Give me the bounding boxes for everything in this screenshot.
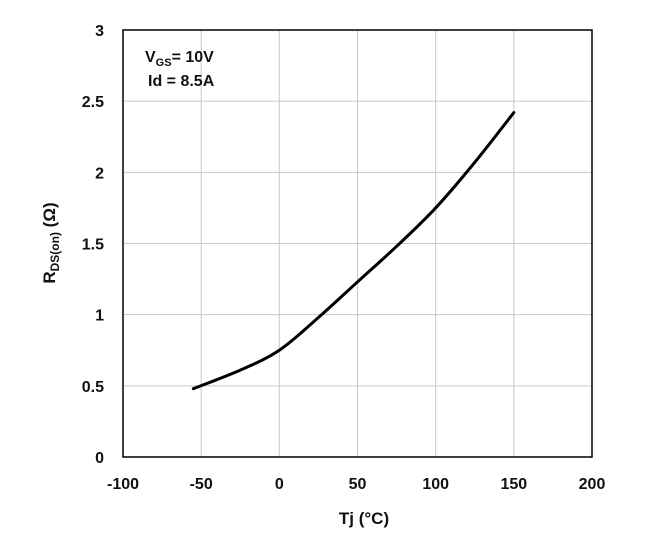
y-tick-label: 1 [95, 308, 104, 325]
y-axis-title-main: R [40, 271, 59, 283]
x-tick-label: 100 [422, 476, 449, 493]
x-tick-label: -50 [190, 476, 213, 493]
series-layer [191, 111, 516, 391]
y-axis-title-unit: (Ω) [40, 202, 59, 232]
annotation-vgs-subscript: GS [156, 57, 172, 69]
y-tick-label: 3 [95, 23, 104, 40]
y-tick-label: 0 [95, 450, 104, 467]
annotation-vgs-value: = 10V [172, 49, 215, 66]
x-tick-label: 200 [579, 476, 606, 493]
x-tick-labels: -100 -50 0 50 100 150 200 [107, 476, 605, 493]
y-tick-label: 1.5 [82, 237, 104, 254]
y-axis-title-subscript: DS(on) [48, 232, 62, 271]
annotation-vgs-main: V [145, 49, 156, 66]
y-tick-label: 2 [95, 165, 104, 182]
y-tick-labels: 0 0.5 1 1.5 2 2.5 3 [82, 23, 104, 467]
x-tick-label: 50 [349, 476, 367, 493]
x-axis-title: Tj (°C) [339, 509, 389, 528]
y-tick-label: 0.5 [82, 379, 104, 396]
x-tick-label: 0 [275, 476, 284, 493]
y-axis-title: RDS(on) (Ω) [40, 202, 62, 283]
plot-area-frame [122, 29, 593, 458]
series-line-rdson [191, 111, 516, 391]
annotation-id: Id = 8.5A [148, 73, 215, 90]
annotation-vgs: VGS= 10V [145, 49, 214, 69]
x-tick-label: 150 [500, 476, 527, 493]
y-tick-label: 2.5 [82, 94, 104, 111]
x-tick-label: -100 [107, 476, 139, 493]
